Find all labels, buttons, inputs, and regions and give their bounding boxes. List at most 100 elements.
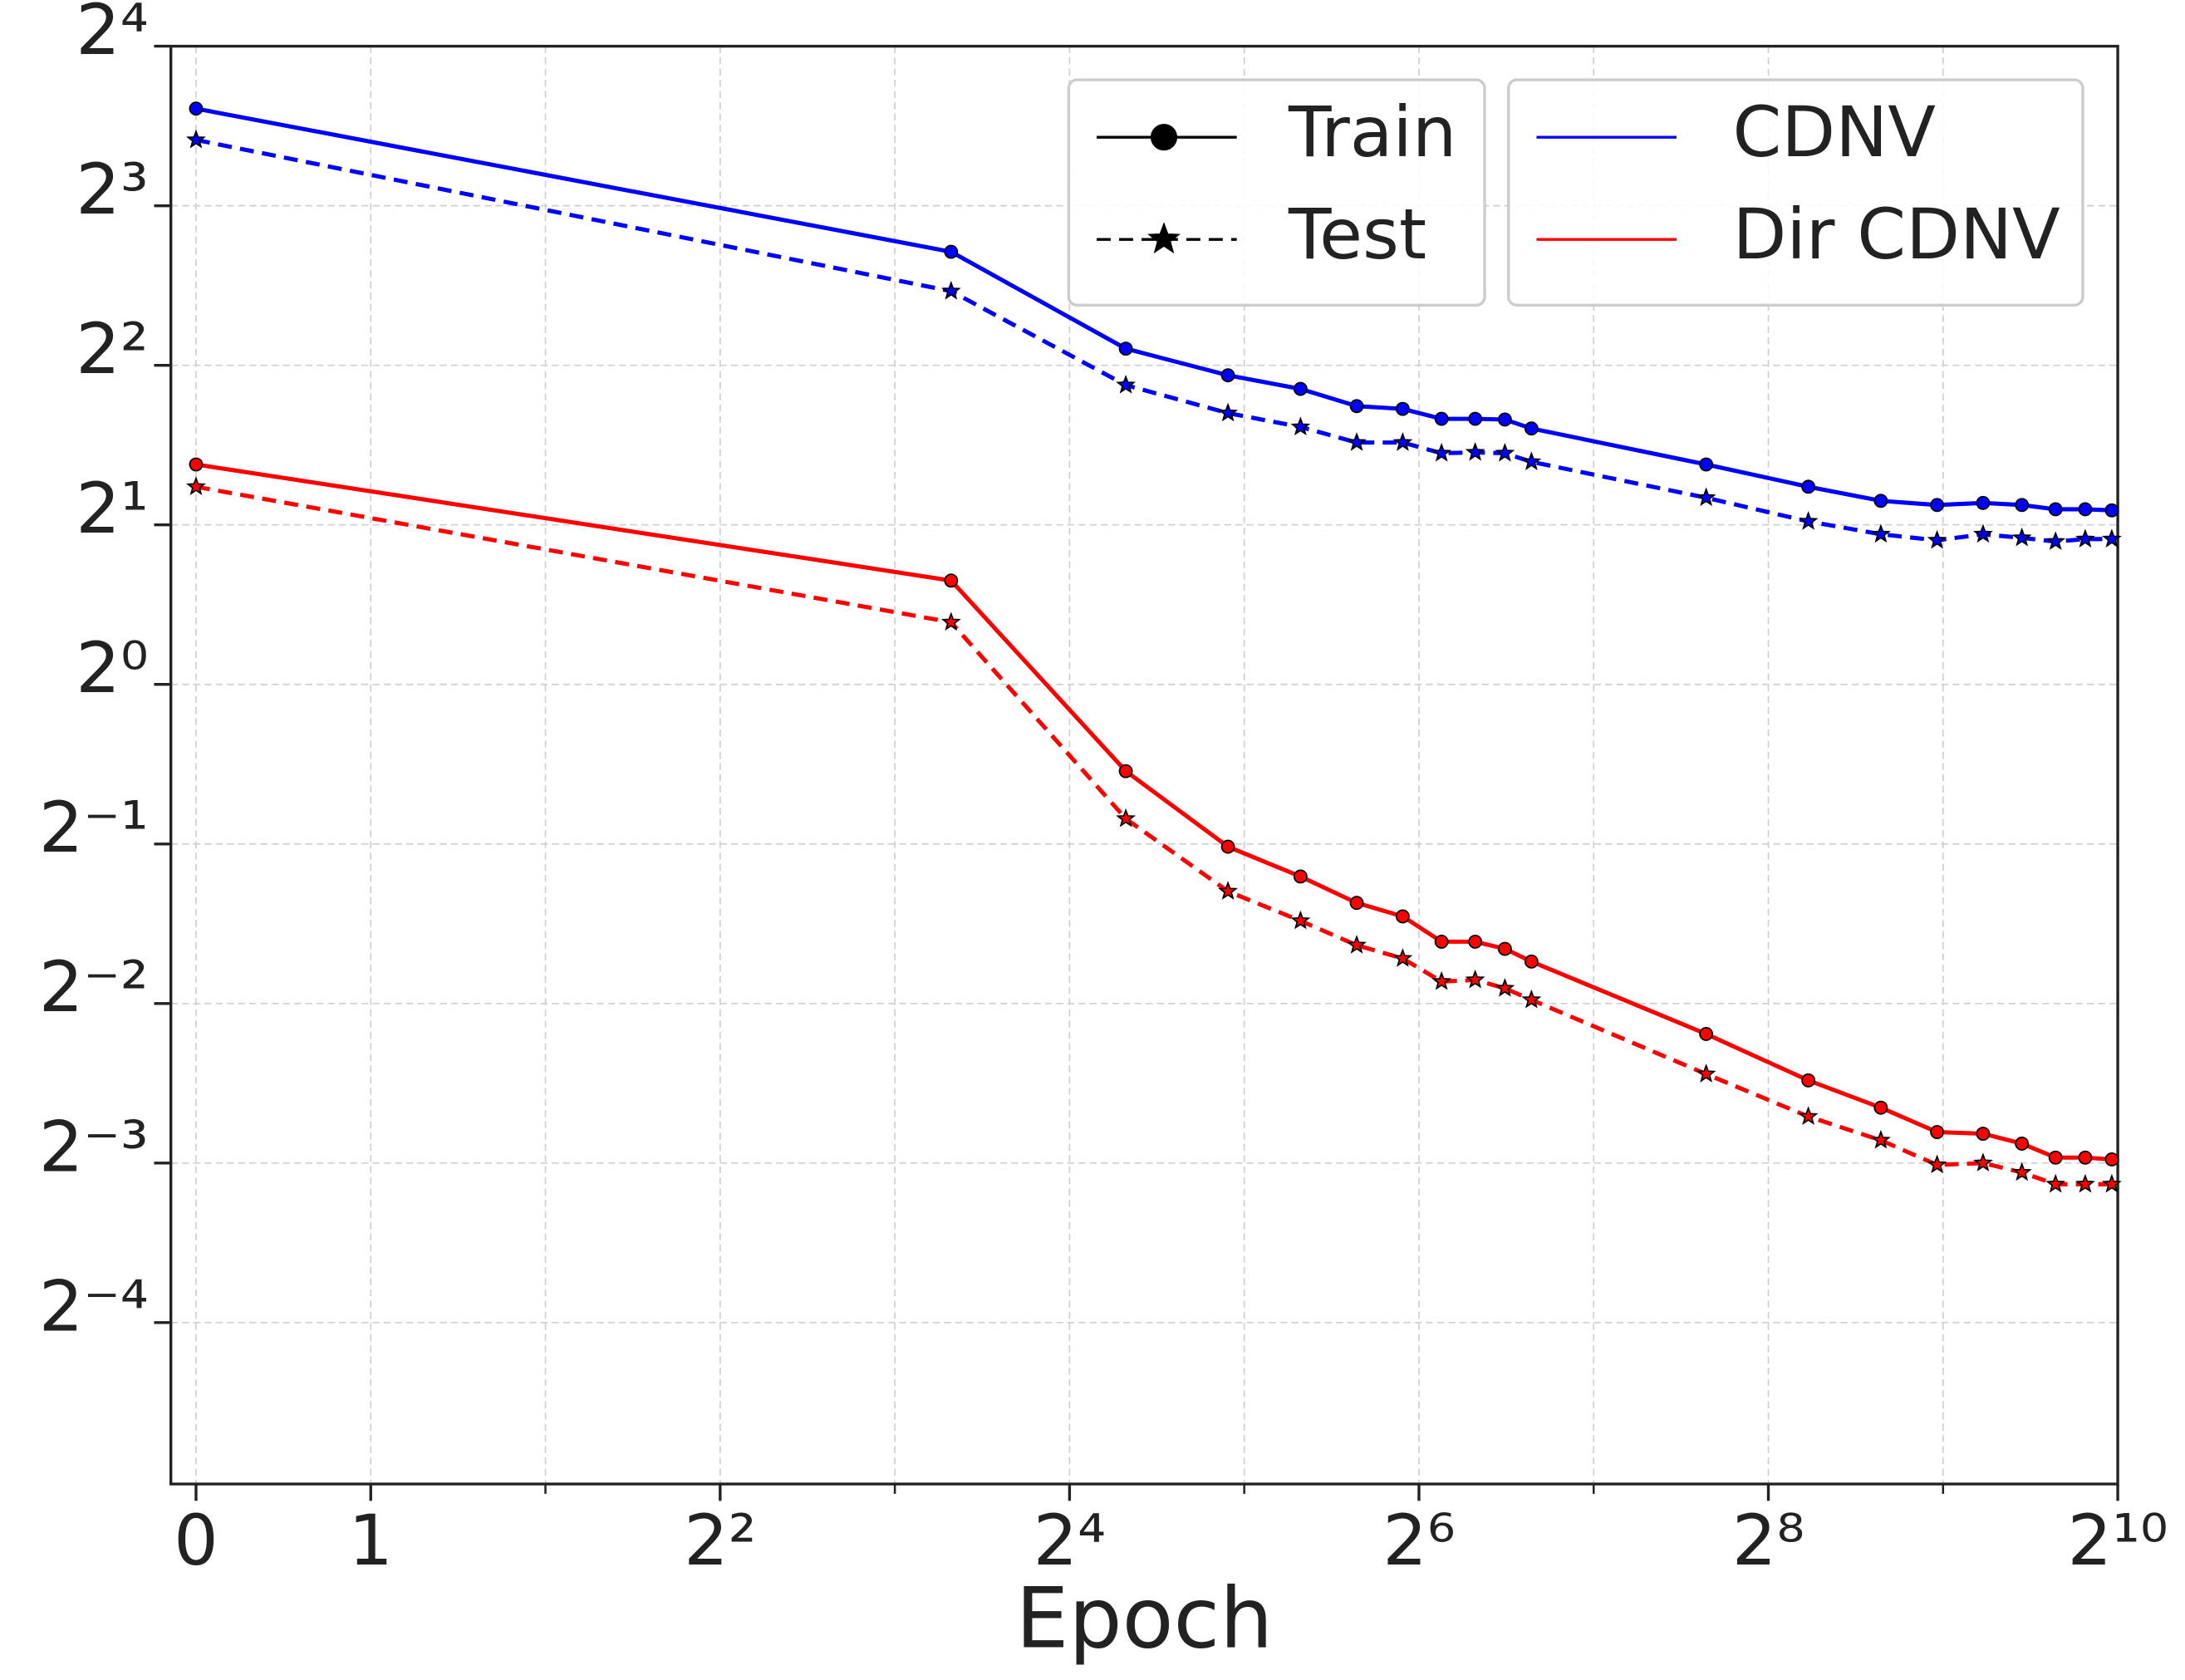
marker <box>2048 502 2063 517</box>
marker <box>1465 441 1485 461</box>
marker <box>1431 970 1452 990</box>
marker <box>1218 402 1238 422</box>
marker <box>1699 457 1714 472</box>
marker <box>2015 1137 2030 1151</box>
marker <box>1116 375 1136 394</box>
marker <box>2078 502 2093 517</box>
legend-label: Dir CDNV <box>1732 194 2060 275</box>
marker <box>2075 528 2095 548</box>
marker <box>2011 527 2032 547</box>
marker <box>2011 1162 2032 1181</box>
marker <box>2104 1152 2119 1167</box>
marker <box>1801 479 1816 494</box>
marker <box>1392 432 1413 451</box>
x-tick-label: 2⁴ <box>1034 1500 1106 1581</box>
x-axis-label: Epoch <box>1016 1569 1274 1667</box>
marker <box>1972 1152 1993 1172</box>
marker <box>1870 523 1891 543</box>
marker <box>1293 869 1308 884</box>
marker <box>2104 503 2119 518</box>
legend-label: Test <box>1288 194 1426 275</box>
x-tick-label: 2² <box>684 1500 756 1581</box>
marker <box>1465 969 1485 989</box>
marker <box>1395 909 1410 924</box>
marker <box>1976 495 1991 510</box>
marker <box>1930 498 1945 513</box>
marker <box>1468 934 1483 949</box>
marker <box>1696 1064 1716 1083</box>
marker <box>1497 412 1512 427</box>
series-line <box>195 484 2112 1186</box>
marker <box>189 457 204 472</box>
marker <box>1290 416 1311 436</box>
marker <box>1220 839 1235 854</box>
marker <box>1118 341 1133 356</box>
marker <box>1521 989 1542 1009</box>
marker <box>1150 124 1177 151</box>
marker <box>1699 1027 1714 1041</box>
marker <box>940 612 961 631</box>
marker <box>944 573 959 588</box>
marker <box>1468 411 1483 426</box>
marker <box>186 476 206 495</box>
marker <box>1392 948 1413 967</box>
legend-label: Train <box>1288 91 1456 173</box>
y-tick-label: 2⁻⁴ <box>39 1265 149 1347</box>
marker <box>940 280 961 300</box>
y-tick-label: 2⁻² <box>39 946 149 1028</box>
marker <box>1495 978 1515 997</box>
marker <box>2045 1173 2066 1193</box>
marker <box>2101 1173 2122 1193</box>
marker <box>1927 1154 1947 1174</box>
plot-frame <box>169 44 2119 1486</box>
y-tick-label: 2⁰ <box>76 627 148 709</box>
y-tick-label: 2¹ <box>76 468 148 549</box>
x-tick-label: 2⁸ <box>1732 1500 1804 1581</box>
series-line <box>195 462 2113 1162</box>
marker <box>1349 399 1364 414</box>
marker <box>1870 1129 1891 1149</box>
x-tick-label: 0 <box>174 1500 218 1581</box>
marker <box>1873 494 1888 508</box>
marker <box>186 129 206 149</box>
marker <box>1431 442 1452 462</box>
marker <box>2078 1150 2093 1165</box>
marker <box>1798 1106 1819 1125</box>
y-tick-label: 2⁴ <box>76 0 148 71</box>
x-tick-label: 2¹⁰ <box>2067 1500 2168 1581</box>
marker <box>1930 1125 1945 1139</box>
marker <box>2048 1150 2063 1165</box>
marker <box>1873 1100 1888 1115</box>
marker <box>1521 451 1542 470</box>
marker <box>1696 487 1716 507</box>
marker <box>2045 531 2066 550</box>
marker <box>1434 934 1449 949</box>
marker <box>1524 421 1539 436</box>
marker <box>1798 511 1819 530</box>
x-tick-label: 2⁶ <box>1382 1500 1455 1581</box>
marker <box>1347 935 1367 954</box>
y-tick-label: 2⁻³ <box>39 1106 149 1187</box>
y-tick-label: 2² <box>76 308 148 390</box>
marker <box>2075 1173 2095 1193</box>
marker <box>189 101 204 116</box>
marker <box>1801 1073 1816 1088</box>
marker <box>1290 910 1311 930</box>
marker <box>1434 411 1449 426</box>
marker <box>1118 764 1133 779</box>
marker <box>2101 528 2122 548</box>
marker <box>1497 941 1512 956</box>
marker <box>1524 954 1539 969</box>
marker <box>1972 523 1993 543</box>
marker <box>1495 442 1515 462</box>
marker <box>1218 881 1238 900</box>
marker <box>1147 222 1181 254</box>
marker <box>2015 498 2030 513</box>
marker <box>1116 808 1136 828</box>
legend-label: CDNV <box>1732 91 1935 173</box>
marker <box>1976 1127 1991 1141</box>
y-tick-label: 2³ <box>76 149 148 230</box>
marker <box>1293 381 1308 396</box>
